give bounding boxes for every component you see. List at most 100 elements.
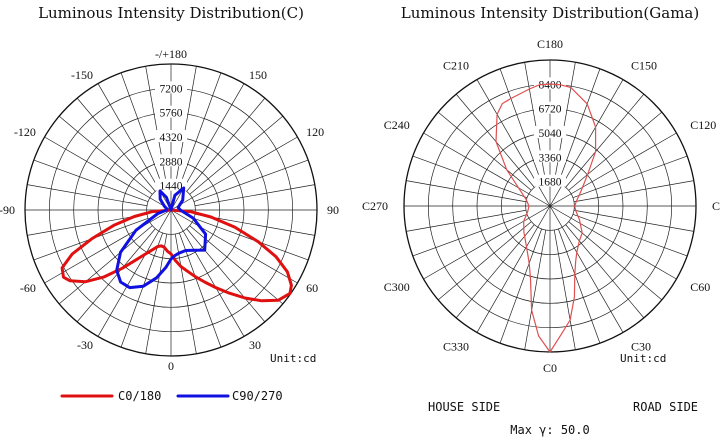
grid-spoke-gama-80 bbox=[573, 209, 694, 232]
grid-spoke-gama-10 bbox=[553, 229, 576, 350]
angle-label-gama-4: C60 bbox=[690, 280, 710, 294]
grid-spoke-gama-240 bbox=[423, 132, 551, 207]
angle-label-c-10: -120 bbox=[14, 125, 36, 139]
grid-spoke-gama-350 bbox=[524, 229, 547, 350]
radial-label-bg-c-4 bbox=[155, 81, 187, 94]
angle-label-gama-3: C90 bbox=[712, 199, 720, 213]
angle-label-c-1: 150 bbox=[249, 68, 267, 82]
grid-spoke-c-40 bbox=[186, 228, 266, 323]
angle-label-gama-10: C240 bbox=[384, 118, 410, 132]
angle-label-c-11: -150 bbox=[71, 68, 93, 82]
angle-label-c-7: -30 bbox=[77, 338, 93, 352]
grid-spoke-gama-300 bbox=[423, 205, 551, 280]
chart-title-c: Luminous Intensity Distribution(C) bbox=[38, 4, 304, 22]
grid-spoke-c-120 bbox=[170, 136, 298, 211]
radial-label-c-3: 5760 bbox=[160, 108, 183, 120]
radial-label-bg-c-0 bbox=[155, 178, 187, 191]
grid-spoke-c-330 bbox=[97, 209, 172, 337]
unit-label-c: Unit:cd bbox=[270, 352, 316, 365]
grid-spoke-c-70 bbox=[193, 217, 309, 261]
grid-spoke-c-320 bbox=[76, 228, 156, 323]
grid-spoke-gama-50 bbox=[568, 221, 663, 301]
radial-label-c-0: 1440 bbox=[160, 181, 183, 193]
grid-spoke-c-300 bbox=[44, 209, 172, 284]
angle-label-gama-2: C120 bbox=[690, 118, 716, 132]
angle-label-c-6: 0 bbox=[168, 359, 174, 373]
angle-label-c-3: 90 bbox=[327, 203, 339, 217]
radial-label-gama-4: 8400 bbox=[539, 79, 562, 91]
grid-spoke-c-160 bbox=[178, 72, 222, 188]
grid-spoke-c-140 bbox=[186, 97, 266, 192]
radial-label-bg-c-1 bbox=[155, 154, 187, 167]
angle-label-c-9: -90 bbox=[0, 203, 15, 217]
angle-label-gama-1: C150 bbox=[631, 59, 657, 73]
grid-spoke-c-250 bbox=[33, 159, 149, 203]
radial-label-bg-gama-1 bbox=[534, 150, 566, 163]
radial-label-bg-gama-2 bbox=[534, 126, 566, 138]
grid-spoke-gama-70 bbox=[572, 213, 688, 257]
radial-label-bg-c-2 bbox=[155, 130, 187, 142]
radial-label-gama-1: 3360 bbox=[539, 152, 562, 164]
radial-label-c-1: 2880 bbox=[160, 156, 183, 168]
grid-spoke-c-230 bbox=[58, 115, 153, 195]
legend-label-c90-270: C90/270 bbox=[232, 389, 283, 403]
radial-label-bg-c-3 bbox=[155, 105, 187, 118]
grid-spoke-gama-160 bbox=[557, 68, 601, 184]
radial-label-gama-2: 5040 bbox=[539, 128, 562, 140]
angle-label-gama-7: C330 bbox=[443, 339, 469, 353]
grid-spoke-c-110 bbox=[193, 159, 309, 203]
grid-spoke-gama-200 bbox=[499, 68, 543, 184]
road-side-label: ROAD SIDE bbox=[633, 400, 698, 414]
grid-spoke-gama-260 bbox=[406, 180, 527, 203]
grid-spoke-c-100 bbox=[194, 184, 315, 207]
grid-spoke-gama-30 bbox=[549, 205, 624, 333]
angle-label-gama-5: C30 bbox=[631, 339, 651, 353]
angle-label-c-5: 30 bbox=[249, 338, 261, 352]
grid-spoke-gama-250 bbox=[412, 155, 528, 199]
radial-label-bg-gama-4 bbox=[534, 77, 566, 90]
grid-spoke-gama-40 bbox=[565, 224, 645, 319]
house-side-label: HOUSE SIDE bbox=[428, 400, 500, 414]
grid-spoke-gama-20 bbox=[557, 228, 601, 344]
angle-label-gama-8: C300 bbox=[384, 280, 410, 294]
grid-spoke-gama-110 bbox=[572, 155, 688, 199]
series-curve-gama-0 bbox=[495, 83, 597, 353]
angle-label-c-8: -60 bbox=[20, 281, 36, 295]
series-curve-c-1 bbox=[115, 186, 208, 290]
max-gamma-label: Max γ: 50.0 bbox=[510, 423, 589, 437]
series-curve-c-0 bbox=[60, 208, 293, 303]
radial-label-c-4: 7200 bbox=[160, 83, 183, 95]
grid-spoke-gama-120 bbox=[549, 132, 677, 207]
grid-spoke-c-280 bbox=[27, 213, 148, 236]
radial-label-gama-3: 6720 bbox=[539, 104, 562, 116]
grid-spoke-c-350 bbox=[145, 233, 168, 354]
grid-spoke-c-50 bbox=[189, 225, 284, 305]
grid-spoke-gama-130 bbox=[568, 111, 663, 191]
grid-spoke-gama-140 bbox=[565, 93, 645, 188]
angle-label-gama-11: C210 bbox=[443, 59, 469, 73]
radial-label-bg-gama-3 bbox=[534, 101, 566, 114]
grid-spoke-c-220 bbox=[76, 97, 156, 192]
grid-spoke-c-30 bbox=[170, 209, 245, 337]
radial-label-bg-gama-0 bbox=[534, 174, 566, 187]
grid-spoke-gama-220 bbox=[455, 93, 535, 188]
chart-title-gama: Luminous Intensity Distribution(Gama) bbox=[401, 4, 699, 22]
grid-spoke-gama-290 bbox=[412, 213, 528, 257]
grid-spoke-gama-280 bbox=[406, 209, 527, 232]
legend-label-c0-180: C0/180 bbox=[118, 389, 161, 403]
grid-spoke-gama-330 bbox=[476, 205, 551, 333]
angle-label-gama-0: C180 bbox=[537, 37, 563, 51]
polar-chart-c: -/+180 150 120 90 60 30 0 -30 -60 -90 -120 -150 1440… bbox=[0, 47, 339, 373]
grid-spoke-c-130 bbox=[189, 115, 284, 195]
angle-label-gama-6: C0 bbox=[543, 361, 557, 375]
angle-label-c-0: -/+180 bbox=[155, 47, 187, 61]
grid-spoke-c-240 bbox=[44, 136, 172, 211]
unit-label-gama: Unit:cd bbox=[620, 352, 666, 365]
angle-label-gama-9: C270 bbox=[362, 199, 388, 213]
grid-spoke-c-60 bbox=[170, 209, 298, 284]
grid-spoke-c-340 bbox=[120, 232, 164, 348]
grid-spoke-gama-340 bbox=[499, 228, 543, 344]
polar-chart-gama: C180 C150 C120 C90 C60 C30 C0 C330 C300 C270 C240 C… bbox=[362, 37, 720, 375]
angle-label-c-4: 60 bbox=[306, 281, 318, 295]
